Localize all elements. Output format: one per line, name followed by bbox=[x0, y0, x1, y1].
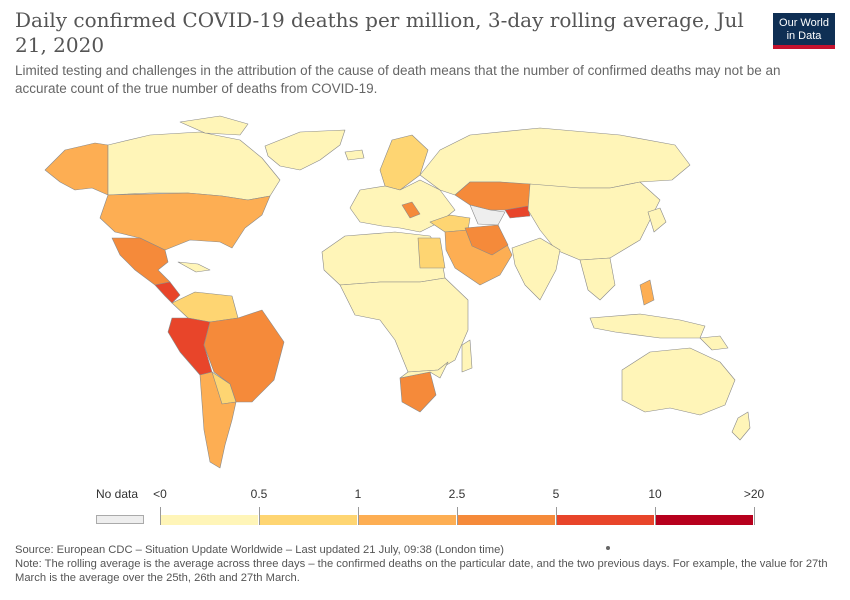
legend-tick bbox=[754, 507, 755, 525]
source-text: Source: European CDC – Situation Update … bbox=[15, 544, 505, 556]
legend-label: 10 bbox=[648, 487, 662, 501]
logo-line-2: in Data bbox=[786, 30, 822, 42]
southeast-asia[interactable] bbox=[579, 257, 616, 301]
legend-label: 2.5 bbox=[448, 487, 466, 501]
balkans[interactable] bbox=[401, 201, 421, 219]
legend-bin[interactable] bbox=[655, 515, 754, 525]
egypt[interactable] bbox=[417, 237, 446, 269]
chart-title: Daily confirmed COVID-19 deaths per mill… bbox=[15, 8, 744, 57]
mexico[interactable] bbox=[111, 237, 171, 286]
south-africa[interactable] bbox=[399, 371, 437, 413]
legend-tick bbox=[556, 507, 557, 525]
australia[interactable] bbox=[621, 347, 736, 416]
northern-south-america[interactable] bbox=[171, 291, 239, 323]
legend-bin[interactable] bbox=[457, 515, 556, 525]
legend-bin[interactable] bbox=[160, 515, 259, 525]
arctic-islands bbox=[179, 115, 249, 136]
japan-korea bbox=[647, 207, 667, 233]
legend-no-data-label: No data bbox=[96, 487, 139, 501]
legend-label: 1 bbox=[354, 487, 362, 501]
footer-dot bbox=[606, 546, 610, 550]
russia[interactable] bbox=[419, 127, 691, 196]
madagascar bbox=[461, 339, 473, 373]
south-asia[interactable] bbox=[511, 237, 561, 301]
turkey[interactable] bbox=[429, 214, 471, 233]
legend-tick bbox=[160, 507, 161, 525]
iran[interactable] bbox=[464, 224, 509, 256]
papua-new-guinea bbox=[699, 335, 729, 351]
central-america[interactable] bbox=[154, 281, 181, 304]
legend-no-data-swatch bbox=[96, 515, 144, 524]
east-asia[interactable] bbox=[527, 181, 661, 261]
southern-cone[interactable] bbox=[199, 371, 237, 469]
world-map bbox=[44, 115, 751, 469]
iceland bbox=[344, 149, 365, 161]
alaska[interactable] bbox=[44, 142, 109, 196]
legend-bin[interactable] bbox=[259, 515, 358, 525]
legend-bin[interactable] bbox=[358, 515, 457, 525]
legend-tick bbox=[358, 507, 359, 525]
logo-line-1: Our World bbox=[779, 17, 829, 29]
greenland[interactable] bbox=[264, 129, 346, 171]
united-states[interactable] bbox=[99, 192, 271, 251]
central-africa[interactable] bbox=[339, 277, 469, 373]
note-text: Note: The rolling average is the average… bbox=[15, 558, 828, 584]
caribbean bbox=[177, 261, 211, 273]
legend-bin[interactable] bbox=[556, 515, 655, 525]
canada[interactable] bbox=[107, 131, 281, 201]
southern-africa bbox=[399, 361, 449, 379]
owid-logo[interactable]: Our World in Data bbox=[773, 13, 835, 49]
legend-tick bbox=[457, 507, 458, 525]
kyrgyzstan[interactable] bbox=[504, 205, 531, 219]
indonesia[interactable] bbox=[589, 313, 706, 339]
legend-tick bbox=[259, 507, 260, 525]
legend-label: <0 bbox=[153, 487, 167, 501]
philippines[interactable] bbox=[639, 279, 655, 306]
legend-tick bbox=[655, 507, 656, 525]
central-asia bbox=[469, 204, 506, 226]
brazil[interactable] bbox=[203, 309, 285, 403]
new-zealand bbox=[731, 411, 751, 441]
legend-label: >20 bbox=[743, 487, 765, 501]
legend-label: 0.5 bbox=[250, 487, 268, 501]
legend-label: 5 bbox=[552, 487, 560, 501]
chart-subtitle: Limited testing and challenges in the at… bbox=[15, 63, 781, 96]
